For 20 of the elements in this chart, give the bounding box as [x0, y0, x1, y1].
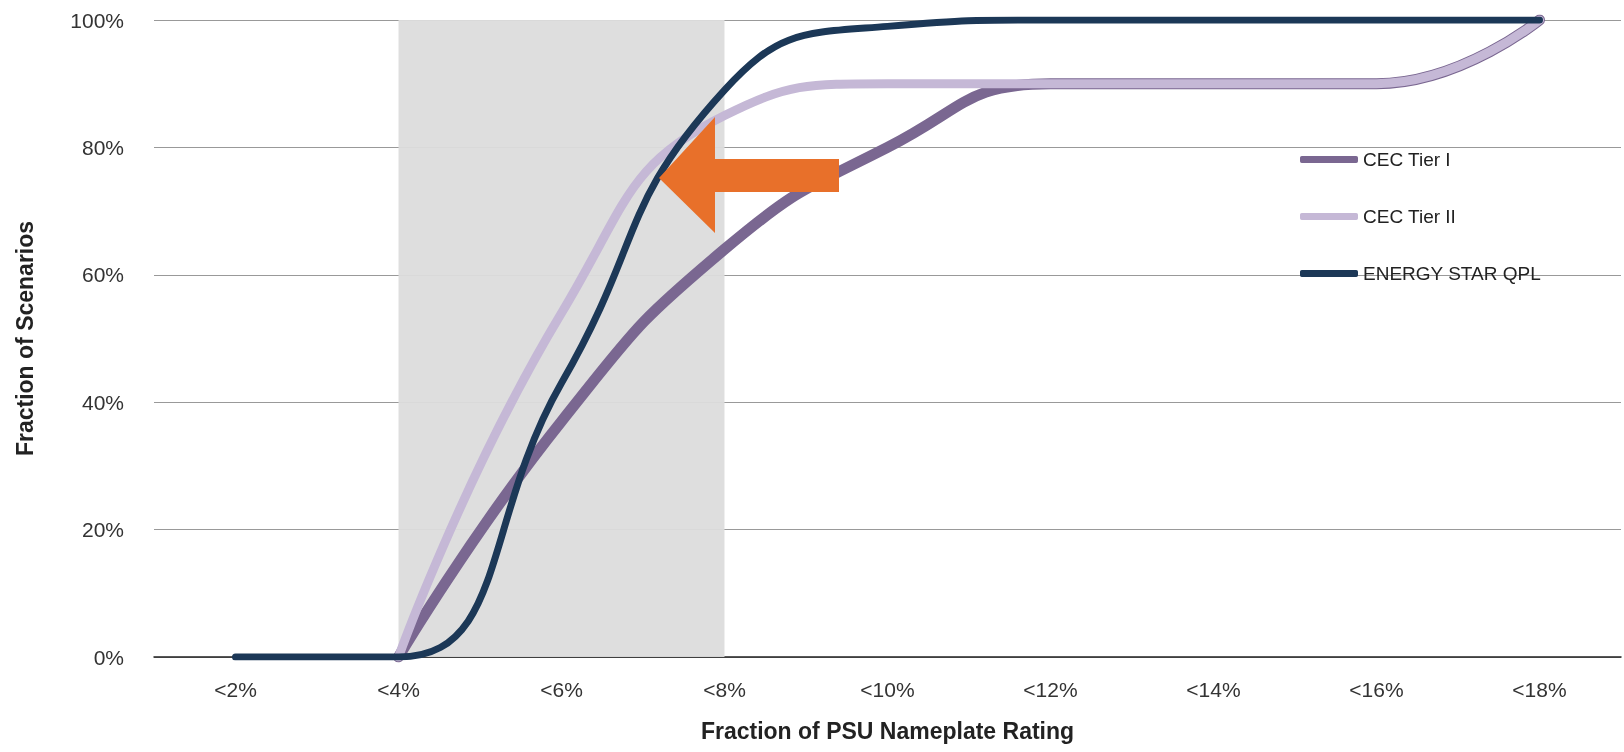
legend-label: ENERGY STAR QPL — [1363, 263, 1541, 284]
x-tick-label: <2% — [214, 678, 257, 701]
x-tick-label: <8% — [703, 678, 746, 701]
x-tick-label: <16% — [1349, 678, 1404, 701]
y-axis-title: Fraction of Scenarios — [11, 220, 38, 457]
y-tick-label: 80% — [81, 135, 124, 159]
x-tick-label: <14% — [1186, 678, 1241, 701]
x-tick-label: <12% — [1023, 678, 1078, 701]
x-tick-label: <10% — [860, 678, 915, 701]
y-tick-label: 20% — [81, 518, 124, 542]
legend-label: CEC Tier I — [1363, 149, 1451, 170]
y-tick-label: 60% — [81, 263, 124, 287]
x-tick-label: <18% — [1512, 678, 1567, 701]
legend-label: CEC Tier II — [1363, 206, 1456, 227]
y-tick-label: 0% — [93, 645, 124, 669]
x-tick-label: <6% — [540, 678, 583, 701]
y-tick-label: 40% — [81, 390, 124, 414]
y-tick-label: 100% — [70, 8, 124, 32]
x-tick-label: <4% — [377, 678, 420, 701]
x-axis-title: Fraction of PSU Nameplate Rating — [700, 717, 1075, 744]
